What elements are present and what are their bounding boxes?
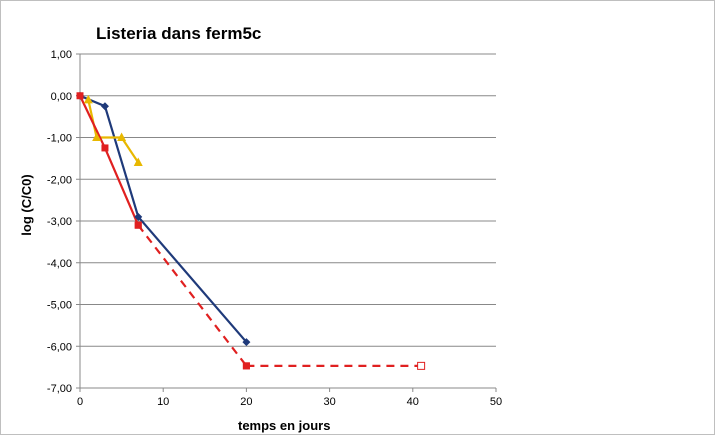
series-line-1 — [87, 99, 140, 164]
series-1-point — [117, 132, 127, 141]
series-0-point — [100, 102, 109, 111]
x-tick-label: 0 — [77, 396, 83, 408]
series-1-point — [92, 132, 102, 141]
series-line-3 — [137, 224, 248, 367]
series-line-2 — [79, 95, 140, 226]
y-tick-label: 0,00 — [51, 91, 72, 103]
x-tick-label: 20 — [240, 396, 252, 408]
x-tick-label: 50 — [490, 396, 502, 408]
x-tick-label: 10 — [157, 396, 169, 408]
y-tick-label: 1,00 — [51, 49, 72, 61]
chart-title: Listeria dans ferm5c — [96, 24, 262, 43]
series-0-point — [242, 338, 251, 347]
y-tick-label: -2,00 — [47, 174, 72, 186]
y-tick-label: -1,00 — [47, 133, 72, 145]
y-axis-label: log (C/C0) — [19, 174, 34, 236]
series-3-point — [134, 221, 142, 229]
series-1-point — [83, 94, 93, 104]
y-tick-label: -6,00 — [47, 341, 72, 353]
y-tick-label: -4,00 — [47, 258, 72, 270]
series-1-point — [133, 157, 143, 167]
series-4-point — [242, 362, 250, 370]
y-tick-label: -7,00 — [47, 383, 72, 395]
series-2-point — [76, 92, 84, 100]
series-4-point — [417, 361, 426, 370]
x-tick-label: 30 — [323, 396, 335, 408]
series-0-point — [134, 212, 143, 221]
y-tick-label: -3,00 — [47, 216, 72, 228]
series-2-point — [101, 144, 109, 152]
series-line-0 — [79, 94, 248, 343]
x-tick-label: 40 — [407, 396, 419, 408]
y-tick-label: -5,00 — [47, 300, 72, 312]
x-axis-label: temps en jours — [238, 418, 331, 433]
